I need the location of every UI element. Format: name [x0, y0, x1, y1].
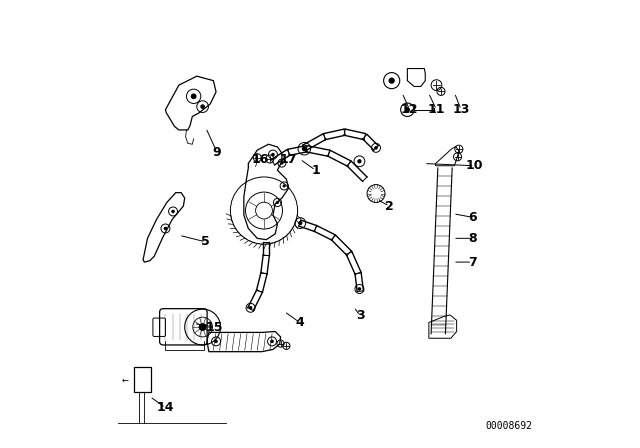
Text: 12: 12 — [401, 103, 419, 116]
Text: 14: 14 — [157, 401, 174, 414]
Text: 00008692: 00008692 — [486, 421, 533, 431]
Text: 17: 17 — [280, 152, 298, 166]
Circle shape — [276, 201, 279, 204]
Circle shape — [357, 159, 362, 164]
Text: 5: 5 — [202, 235, 210, 249]
Text: 4: 4 — [296, 316, 304, 329]
Text: 10: 10 — [466, 159, 483, 172]
Circle shape — [280, 161, 284, 165]
Text: 15: 15 — [206, 320, 223, 334]
Circle shape — [249, 306, 252, 310]
Circle shape — [388, 78, 395, 84]
Circle shape — [302, 146, 307, 151]
Circle shape — [214, 340, 218, 343]
Text: 13: 13 — [452, 103, 470, 116]
Circle shape — [282, 184, 286, 188]
Circle shape — [198, 323, 207, 331]
Circle shape — [200, 104, 205, 109]
Circle shape — [374, 146, 378, 150]
Text: 3: 3 — [356, 309, 365, 323]
Text: 16: 16 — [252, 152, 269, 166]
Text: 2: 2 — [385, 199, 394, 213]
Text: 7: 7 — [468, 255, 477, 269]
Circle shape — [164, 227, 167, 230]
Text: 1: 1 — [311, 164, 320, 177]
Circle shape — [270, 340, 274, 343]
Circle shape — [172, 210, 175, 213]
Circle shape — [404, 107, 410, 112]
Circle shape — [298, 221, 303, 225]
Circle shape — [271, 153, 275, 156]
Circle shape — [191, 94, 196, 99]
Text: ←: ← — [122, 375, 129, 384]
Text: 8: 8 — [468, 232, 477, 245]
Text: 11: 11 — [428, 103, 445, 116]
Text: 9: 9 — [212, 146, 221, 159]
Circle shape — [358, 287, 361, 291]
Text: 6: 6 — [468, 211, 477, 224]
Bar — [134, 367, 151, 392]
